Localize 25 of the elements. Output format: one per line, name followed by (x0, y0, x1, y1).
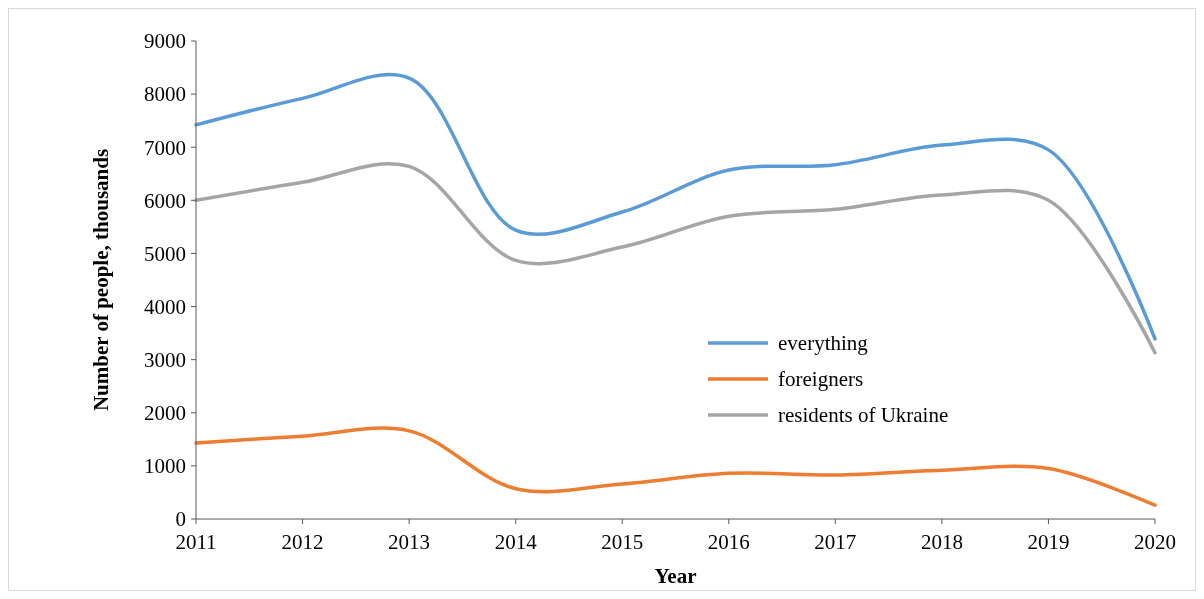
legend-label: residents of Ukraine (778, 403, 949, 428)
x-axis-title: Year (654, 564, 697, 588)
x-tick-label: 2018 (920, 530, 963, 554)
x-tick-label: 2019 (1027, 530, 1070, 554)
x-tick-label: 2017 (814, 530, 857, 554)
y-tick-label: 7000 (144, 135, 186, 160)
y-tick-label: 9000 (144, 29, 186, 54)
x-tick-label: 2011 (175, 530, 217, 554)
y-axis-title: Number of people, thousands (89, 148, 113, 412)
y-tick-label: 1000 (144, 454, 186, 479)
y-tick-label: 5000 (144, 241, 186, 266)
legend-label: foreigners (778, 367, 864, 392)
x-tick-label: 2020 (1134, 530, 1176, 554)
y-tick-label: 6000 (144, 188, 186, 213)
y-tick-label: 3000 (144, 348, 186, 373)
x-tick-label: 2016 (707, 530, 750, 554)
x-tick-label: 2015 (601, 530, 644, 554)
x-tick-label: 2013 (388, 530, 431, 554)
legend-label: everything (778, 331, 869, 356)
y-tick-label: 0 (175, 507, 186, 532)
x-tick-label: 2014 (494, 530, 538, 554)
x-tick-label: 2012 (281, 530, 324, 554)
y-tick-label: 2000 (144, 401, 186, 426)
y-tick-label: 4000 (144, 294, 186, 319)
y-tick-label: 8000 (144, 82, 186, 107)
